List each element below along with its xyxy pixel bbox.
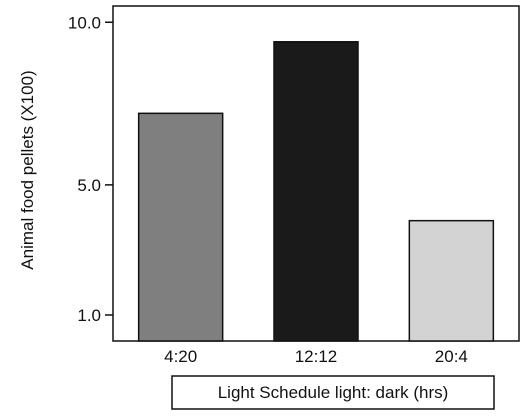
y-tick-label: 1.0 (77, 306, 101, 325)
bar-20-4 (408, 219, 495, 342)
bar-4-20 (137, 112, 224, 342)
y-axis-title: Animal food pellets (X100) (18, 70, 37, 269)
x-tick-label: 4:20 (164, 347, 197, 366)
x-axis-title: Light Schedule light: dark (hrs) (218, 383, 449, 402)
x-tick-label: 20:4 (435, 347, 468, 366)
bar-12-12 (273, 41, 359, 342)
x-axis-title-box (171, 375, 495, 410)
y-tick-label: 5.0 (77, 176, 101, 195)
x-tick-label: 12:12 (295, 347, 338, 366)
y-tick-label: 10.0 (68, 13, 101, 32)
